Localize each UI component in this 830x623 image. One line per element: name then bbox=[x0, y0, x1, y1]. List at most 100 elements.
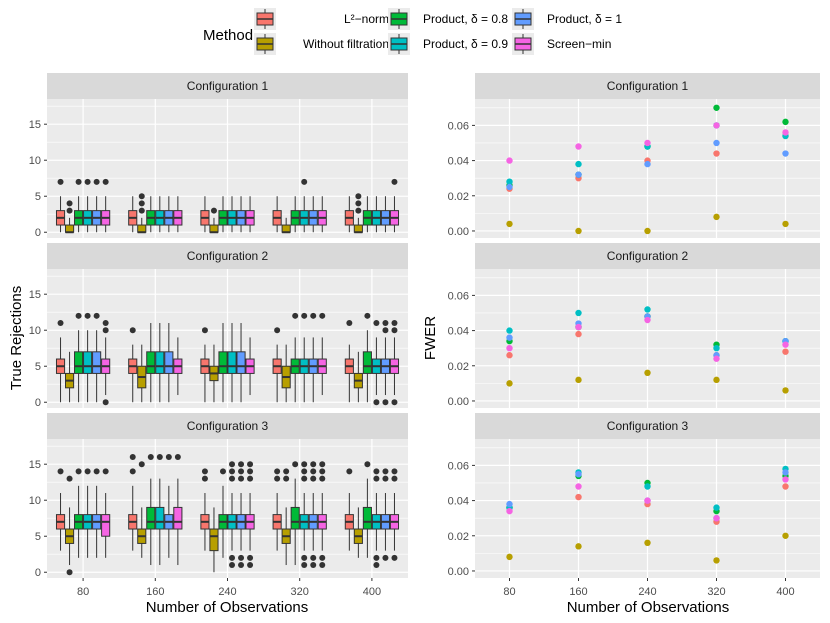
scatter-point bbox=[575, 323, 582, 331]
boxplot-p08 bbox=[146, 196, 156, 233]
scatter-point bbox=[575, 227, 582, 235]
boxplot-p09 bbox=[227, 323, 237, 403]
boxplot-smin bbox=[101, 468, 111, 558]
boxplot-nofilt bbox=[281, 344, 291, 403]
box-outlier bbox=[247, 475, 254, 482]
legend-item-nofilt: Without filtration bbox=[254, 33, 389, 55]
boxplot-p08 bbox=[218, 323, 228, 403]
scatter-point bbox=[644, 369, 651, 377]
scatter-point bbox=[575, 171, 582, 178]
box-outlier bbox=[66, 207, 73, 214]
scatter-point bbox=[575, 493, 582, 501]
boxplot-smin bbox=[173, 454, 183, 566]
box-outlier bbox=[247, 562, 254, 569]
boxplot-p09 bbox=[155, 196, 165, 233]
scatter-series-nofilt bbox=[506, 213, 789, 235]
left-y-axis-title: True Rejections bbox=[8, 286, 25, 391]
boxplot-p09 bbox=[371, 320, 381, 406]
boxplot-l2 bbox=[344, 468, 354, 551]
box-outlier bbox=[373, 562, 380, 569]
box-panel-2: Configuration 2 0 5 10 15 bbox=[29, 243, 408, 409]
scatter-series-nofilt bbox=[506, 532, 789, 564]
box-outlier bbox=[310, 562, 317, 569]
box-outlier bbox=[274, 475, 281, 482]
scatter-point bbox=[506, 352, 513, 359]
box-body bbox=[155, 506, 165, 530]
y-tick-label: 15 bbox=[29, 289, 41, 301]
y-tick-label: 0.00 bbox=[448, 226, 469, 238]
scatter-point bbox=[644, 483, 651, 490]
box-outlier bbox=[238, 562, 245, 569]
scatter-point bbox=[713, 514, 720, 522]
box-outlier bbox=[238, 461, 245, 468]
box-outlier bbox=[382, 399, 389, 406]
box-outlier bbox=[229, 461, 236, 468]
scatter-point bbox=[782, 469, 789, 476]
legend-item-smin: Screen−min bbox=[512, 33, 611, 55]
box-body bbox=[227, 351, 237, 374]
y-tick-label: 0.00 bbox=[448, 396, 469, 408]
scatter-series-p09 bbox=[506, 306, 789, 352]
boxplot-l2 bbox=[272, 327, 282, 403]
box-body bbox=[146, 351, 156, 374]
y-tick-label: 5 bbox=[35, 531, 41, 543]
scatter-point bbox=[713, 139, 720, 147]
boxplot-p09 bbox=[155, 454, 165, 566]
y-tick-label: 0.02 bbox=[448, 361, 469, 373]
box-outlier bbox=[93, 312, 100, 319]
boxplot-nofilt bbox=[65, 475, 75, 576]
box-outlier bbox=[210, 207, 217, 214]
x-tick-label: 400 bbox=[363, 586, 381, 598]
y-tick-label: 15 bbox=[29, 119, 41, 131]
scatter-point bbox=[644, 497, 651, 504]
box-outlier bbox=[301, 468, 308, 475]
scatter-point bbox=[713, 104, 720, 111]
boxplot-p08 bbox=[362, 196, 372, 233]
box-outlier bbox=[57, 178, 64, 185]
boxplot-p09 bbox=[299, 461, 309, 569]
box-outlier bbox=[319, 468, 326, 475]
y-tick-label: 0.06 bbox=[448, 290, 469, 302]
boxplot-p1 bbox=[308, 312, 318, 403]
facet-strip-label: Configuration 1 bbox=[607, 79, 689, 93]
box-outlier bbox=[57, 320, 64, 327]
box-outlier bbox=[229, 554, 236, 561]
facet-strip-label: Configuration 1 bbox=[187, 79, 269, 93]
boxplot-p1 bbox=[92, 468, 102, 558]
y-tick-label: 15 bbox=[29, 459, 41, 471]
scatter-point bbox=[575, 543, 582, 550]
boxplot-nofilt bbox=[353, 193, 363, 234]
right-y-axis-title: FWER bbox=[422, 316, 439, 360]
box-outlier bbox=[301, 312, 308, 319]
scatter-point bbox=[644, 306, 651, 313]
box-outlier bbox=[84, 178, 91, 185]
scatter-point bbox=[782, 118, 789, 126]
box-outlier bbox=[93, 178, 100, 185]
boxplot-nofilt bbox=[137, 461, 147, 558]
box-outlier bbox=[283, 468, 290, 475]
fwer-chart: Configuration 10.000.020.040.06Configura… bbox=[448, 73, 820, 598]
box-body bbox=[281, 224, 291, 233]
box-body bbox=[236, 351, 246, 374]
boxplot-nofilt bbox=[353, 507, 363, 558]
scatter-point bbox=[782, 387, 789, 394]
scatter-point bbox=[575, 160, 582, 168]
y-tick-label: 0.04 bbox=[448, 156, 469, 168]
y-tick-label: 0 bbox=[35, 567, 41, 579]
y-tick-label: 5 bbox=[35, 191, 41, 203]
boxplot-nofilt bbox=[137, 344, 147, 403]
box-body bbox=[209, 224, 219, 233]
boxplot-nofilt bbox=[209, 507, 219, 573]
box-outlier bbox=[391, 178, 398, 185]
boxplot-p09 bbox=[299, 178, 309, 233]
box-outlier bbox=[382, 475, 389, 482]
boxplot-p09 bbox=[299, 312, 309, 403]
box-outlier bbox=[391, 475, 398, 482]
box-body bbox=[92, 351, 102, 374]
boxplot-l2 bbox=[344, 320, 354, 403]
y-tick-label: 0.06 bbox=[448, 460, 469, 472]
boxplot-l2 bbox=[272, 468, 282, 551]
boxplot-nofilt bbox=[281, 468, 291, 566]
legend-label-p08: Product, δ = 0.8 bbox=[423, 12, 508, 26]
box-outlier bbox=[247, 468, 254, 475]
